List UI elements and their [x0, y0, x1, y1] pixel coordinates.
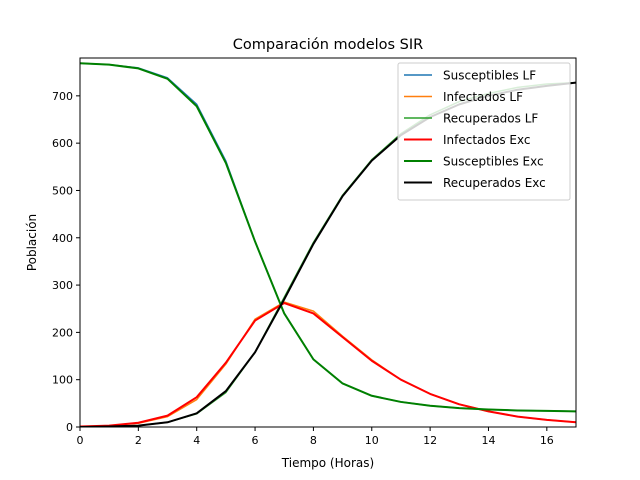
chart-title: Comparación modelos SIR	[233, 37, 423, 53]
y-tick-label: 200	[52, 326, 73, 339]
y-tick-label: 100	[52, 374, 73, 387]
y-tick-label: 0	[66, 421, 73, 434]
legend-label: Recuperados LF	[443, 112, 538, 126]
x-tick-label: 12	[423, 434, 437, 447]
y-tick-label: 700	[52, 90, 73, 103]
x-tick-label: 4	[193, 434, 200, 447]
legend-label: Infectados LF	[443, 90, 523, 104]
x-axis-ticks: 0 2 4 6 8 10 12 14 16	[77, 427, 554, 447]
legend-box	[397, 62, 571, 201]
x-tick-label: 8	[310, 434, 317, 447]
legend-label: Recuperados Exc	[443, 176, 546, 190]
y-tick-label: 600	[52, 137, 73, 150]
series-line-4	[80, 62, 576, 413]
x-tick-label: 10	[365, 434, 379, 447]
y-axis-ticks: 0 100 200 300 400 500 600 700	[52, 90, 80, 434]
x-tick-label: 14	[481, 434, 495, 447]
x-tick-label: 6	[252, 434, 259, 447]
plot-lines	[80, 62, 576, 427]
legend-label: Susceptibles LF	[443, 69, 536, 83]
series-line-3	[80, 302, 576, 427]
y-tick-label: 500	[52, 184, 73, 197]
y-axis-label: Población	[25, 214, 39, 271]
x-tick-label: 0	[77, 434, 84, 447]
x-tick-label: 16	[540, 434, 554, 447]
legend-label: Infectados Exc	[443, 133, 531, 147]
legend-label: Susceptibles Exc	[443, 155, 544, 169]
y-tick-label: 300	[52, 279, 73, 292]
x-axis-label: Tiempo (Horas)	[281, 456, 374, 470]
plot-frame	[79, 57, 577, 428]
chart-legend: Susceptibles LF Infectados LF Recuperados …	[397, 62, 571, 201]
series-line-1	[80, 301, 576, 427]
x-tick-label: 2	[135, 434, 142, 447]
y-tick-label: 400	[52, 232, 73, 245]
